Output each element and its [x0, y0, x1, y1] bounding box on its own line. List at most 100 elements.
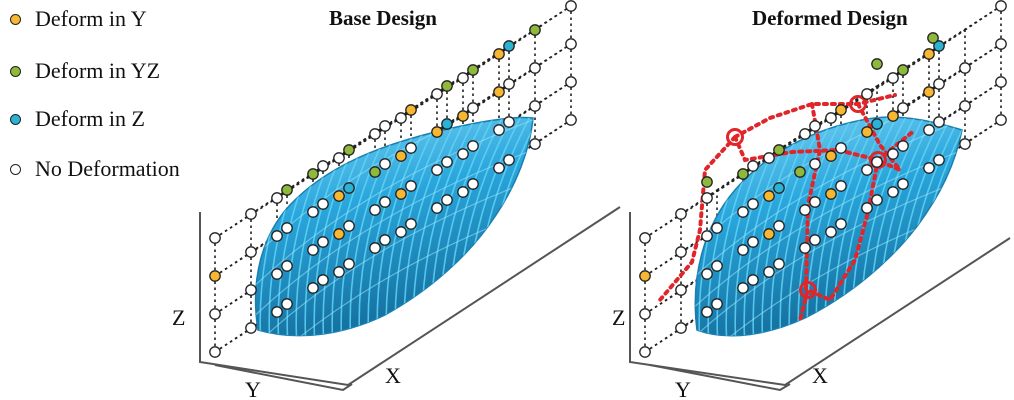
deform-z-control-point: [503, 40, 515, 52]
no-deformation-control-point: [861, 88, 873, 100]
legend-label: Deform in Y: [35, 6, 147, 31]
axis-label-y: Y: [245, 377, 261, 400]
no-deformation-control-point: [711, 298, 723, 310]
no-deformation-control-point: [565, 76, 577, 88]
frame-axes: [629, 212, 1011, 392]
deform-yz-control-point: [307, 168, 319, 180]
no-deformation-control-point: [271, 230, 283, 242]
no-deformation-control-point: [457, 72, 469, 84]
no-deformation-control-point: [529, 62, 541, 74]
lattice-edge: [902, 45, 940, 71]
deform-z-control-point: [773, 182, 785, 194]
contour-line: [887, 117, 952, 336]
no-deformation-control-point: [343, 220, 355, 232]
no-deformation-control-point: [711, 260, 723, 272]
no-deformation-control-point: [307, 244, 319, 256]
contour-line: [385, 117, 450, 336]
deform-z-control-point: [871, 118, 883, 130]
lattice-edge: [400, 93, 438, 119]
no-deformation-control-point: [271, 268, 283, 280]
deform-y-control-point: [395, 150, 407, 162]
no-deformation-control-point: [825, 112, 837, 124]
no-deformation-control-point: [245, 246, 257, 258]
contour-line: [779, 117, 844, 336]
lattice-edge: [534, 119, 572, 145]
deform-y-control-point: [493, 48, 505, 60]
legend-label: Deform in YZ: [35, 58, 161, 83]
lattice-edge: [892, 91, 930, 117]
panel-title-base: Base Design: [329, 6, 437, 30]
deform-y-control-point: [923, 48, 935, 60]
lattice-edge: [436, 69, 474, 95]
legend-label: Deform in Z: [35, 106, 145, 131]
highlight-line: [695, 117, 962, 301]
no-deformation-control-point: [271, 192, 283, 204]
contour-line: [457, 117, 522, 336]
lattice-edge: [644, 327, 682, 353]
lattice-edge: [214, 213, 252, 239]
lattice-edge: [644, 289, 682, 315]
no-deformation-control-point: [887, 148, 899, 160]
lattice-edge: [964, 43, 1002, 69]
no-deformation-control-point: [773, 258, 785, 270]
contour-line: [439, 117, 504, 336]
no-deformation-control-point: [405, 180, 417, 192]
no-deformation-control-point: [405, 142, 417, 154]
lattice-edge: [462, 53, 500, 79]
lattice-edge: [214, 327, 252, 353]
deform-z-control-point: [343, 182, 355, 194]
no-deformation-control-point: [493, 162, 505, 174]
lattice-edge: [462, 91, 500, 117]
frame-axes: [199, 206, 621, 392]
no-deformation-control-point: [379, 120, 391, 132]
no-deformation-control-point: [639, 346, 651, 358]
lattice-edge: [214, 289, 252, 315]
lattice-edge: [498, 67, 536, 93]
control-points: [639, 0, 1007, 358]
no-deformation-control-point: [747, 198, 759, 210]
legend-item-deform-z: Deform in Z: [10, 104, 145, 134]
lattice-edge: [534, 81, 572, 107]
no-deformation-control-point: [209, 308, 221, 320]
no-deformation-control-point: [245, 322, 257, 334]
lattice-edge: [964, 119, 1002, 145]
no-deformation-control-point: [529, 138, 541, 150]
no-deformation-control-point: [209, 346, 221, 358]
lattice-edge: [214, 251, 252, 277]
deform-yz-control-point: [441, 80, 453, 92]
no-deformation-control-point: [933, 116, 945, 128]
no-deformation-control-point: [675, 246, 687, 258]
lattice-edge: [410, 85, 448, 111]
no-deformation-control-point: [281, 260, 293, 272]
axis-label-y: Y: [675, 377, 691, 400]
contour-line: [394, 117, 459, 336]
no-deformation-control-point: [959, 100, 971, 112]
no-deformation-control-point: [861, 164, 873, 176]
deform-yz-dot-icon: [10, 65, 21, 77]
no-deformation-control-point: [503, 116, 515, 128]
lattice-edge: [348, 125, 386, 151]
legend-item-no-deformation: No Deformation: [10, 154, 180, 184]
no-deformation-control-point: [809, 234, 821, 246]
deform-yz-control-point: [737, 168, 749, 180]
no-deformation-control-point: [271, 306, 283, 318]
no-deformation-control-point: [379, 158, 391, 170]
contour-line: [842, 117, 907, 336]
lattice-edge: [644, 213, 682, 239]
no-deformation-control-point: [995, 38, 1007, 50]
deform-y-control-point: [431, 126, 443, 138]
no-deformation-control-point: [565, 0, 577, 12]
no-deformation-control-point: [675, 284, 687, 296]
no-deformation-control-point: [835, 218, 847, 230]
deform-yz-control-point: [927, 32, 939, 44]
no-deformation-control-point: [701, 268, 713, 280]
no-deformation-control-point: [737, 206, 749, 218]
deform-yz-control-point: [281, 184, 293, 196]
no-deformation-control-point: [369, 128, 381, 140]
lattice-edge: [928, 67, 966, 93]
axis-label-x: X: [385, 363, 401, 388]
no-deformation-control-point: [565, 38, 577, 50]
deform-yz-control-point: [529, 24, 541, 36]
no-deformation-control-point: [747, 274, 759, 286]
deform-z-dot-icon: [10, 113, 21, 125]
